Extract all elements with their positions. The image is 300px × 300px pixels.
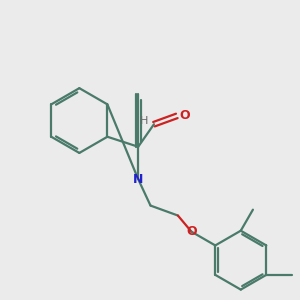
- Text: H: H: [140, 116, 149, 126]
- Text: O: O: [186, 225, 197, 238]
- Text: O: O: [180, 110, 190, 122]
- Text: N: N: [133, 172, 143, 186]
